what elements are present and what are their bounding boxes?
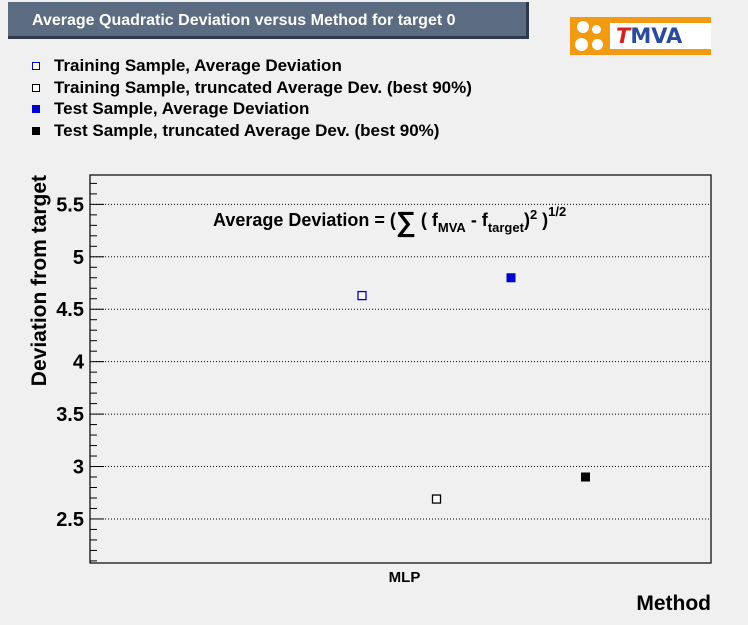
formula-sub-mva: MVA (438, 220, 467, 235)
x-category-label: MLP (389, 569, 421, 586)
tmva-logo: TMVA (570, 17, 711, 55)
data-point (357, 290, 367, 301)
y-axis-title: Deviation from target (28, 175, 51, 386)
y-tick-label: 3.5 (56, 404, 84, 426)
formula: Average Deviation = (∑ ( fMVA - ftarget)… (213, 204, 566, 238)
formula-close: ) (524, 210, 530, 230)
y-tick-label: 3 (73, 457, 84, 479)
logo-dot-icon (592, 39, 603, 50)
logo-dot-icon (575, 38, 588, 51)
plot-frame (89, 174, 712, 564)
formula-sub-target: target (488, 220, 525, 235)
plot-title: Average Quadratic Deviation versus Metho… (8, 2, 529, 39)
logo-dot-icon (592, 25, 601, 34)
x-axis-title: Method (636, 592, 711, 615)
formula-tail: ) (537, 210, 548, 230)
formula-sup-half: 1/2 (548, 204, 566, 219)
open-square-marker-icon (32, 62, 40, 70)
legend-label: Test Sample, truncated Average Dev. (bes… (54, 120, 440, 140)
data-points (357, 273, 590, 504)
y-tick-label: 4.5 (56, 299, 84, 321)
logo-text: TMVA (616, 23, 682, 49)
logo-text-rest: MVA (630, 24, 683, 48)
filled-square-marker-icon (32, 126, 40, 135)
data-point (581, 472, 590, 482)
axes: 2.5 3 3.5 4 4.5 5 5.5 MLP (56, 182, 421, 586)
formula-minus: - f (466, 210, 489, 230)
y-tick-label: 2.5 (56, 509, 84, 531)
data-point (431, 494, 442, 504)
formula-lead: Average Deviation = ( (213, 210, 396, 230)
formula-sup-2: 2 (530, 207, 537, 222)
formula-sigma: ∑ (396, 206, 416, 238)
legend-label: Test Sample, Average Deviation (54, 99, 310, 118)
legend-label: Training Sample, truncated Average Dev. … (54, 77, 472, 97)
legend-label: Training Sample, Average Deviation (54, 56, 342, 75)
formula-open: ( f (416, 210, 439, 230)
logo-dot-icon (577, 21, 589, 33)
logo-text-t: T (616, 24, 631, 48)
y-tick-label: 5 (73, 247, 84, 269)
open-square-marker-icon (32, 83, 40, 92)
y-tick-label: 4 (73, 352, 85, 374)
data-point (506, 273, 516, 283)
y-tick-label: 5.5 (56, 194, 84, 216)
logo-box (610, 23, 711, 49)
grid (90, 203, 711, 520)
filled-square-marker-icon (32, 105, 40, 113)
